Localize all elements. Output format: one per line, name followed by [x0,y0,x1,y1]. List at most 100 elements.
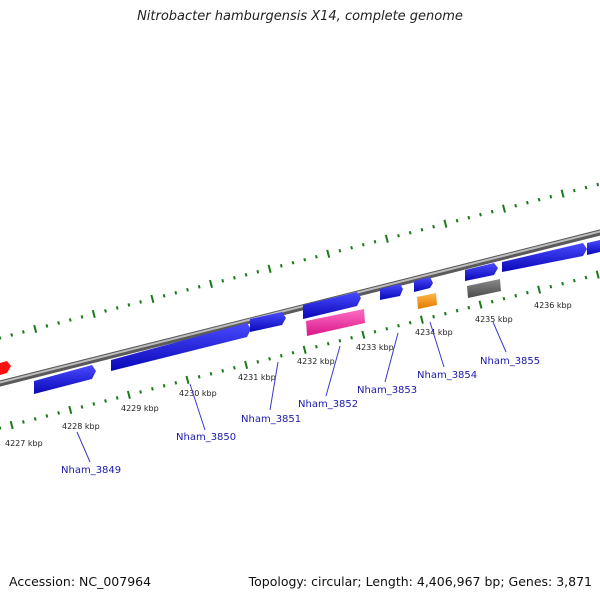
gene-next-1[interactable] [502,243,587,272]
minor-tick [10,333,14,337]
minor-tick [45,414,49,418]
gene-label[interactable]: Nham_3855 [480,356,540,367]
gene-nham-3852[interactable] [306,309,365,336]
gene-nham-3852-upper[interactable] [303,292,361,319]
major-tick [68,405,73,415]
kbp-label: 4233 kbp [356,343,394,352]
kbp-label: 4234 kbp [415,328,453,337]
minor-tick [22,420,25,424]
minor-tick [397,233,400,238]
minor-tick [256,360,260,364]
kbp-label: 4236 kbp [534,301,572,310]
scale-labels: 4227 kbp 4228 kbp 4229 kbp 4230 kbp 4231… [5,301,572,448]
minor-tick [596,182,600,187]
major-tick [267,264,272,273]
minor-tick [432,224,435,229]
minor-tick [561,281,564,286]
gene-nham-3855[interactable] [467,279,501,298]
minor-tick [361,242,365,247]
minor-tick [350,335,353,340]
major-tick [185,375,190,384]
minor-tick [221,279,225,283]
minor-tick [162,384,166,388]
minor-tick [338,338,342,343]
minor-tick [502,296,506,301]
minor-tick [572,278,576,283]
minor-tick [268,357,271,361]
minor-tick [279,354,283,358]
minor-tick [174,291,178,295]
gene-nham-3853[interactable] [380,284,403,300]
minor-tick [373,239,377,244]
kbp-label: 4227 kbp [5,439,43,448]
gene-label[interactable]: Nham_3849 [61,465,121,476]
minor-tick [514,203,518,208]
minor-tick [537,197,541,202]
gene-nham-3850[interactable] [111,323,251,371]
minor-tick [397,323,400,328]
minor-tick [373,329,377,334]
minor-tick [408,320,412,325]
major-tick [537,285,542,294]
minor-tick [350,245,353,250]
minor-tick [22,330,25,334]
gene-nham-3854[interactable] [417,293,437,309]
minor-tick [186,288,189,292]
gene-next-2[interactable] [587,240,600,255]
minor-tick [526,290,529,295]
minor-tick [174,381,178,385]
gene-nham-3854-upper[interactable] [414,277,433,292]
major-tick [478,300,483,309]
minor-tick [490,209,494,214]
minor-tick [467,215,471,220]
minor-tick [104,309,107,313]
minor-tick [432,314,435,319]
red-feature[interactable] [0,361,11,375]
minor-tick [549,284,553,289]
minor-tick [80,315,84,319]
gene-label[interactable]: Nham_3850 [176,432,236,443]
kbp-label: 4231 kbp [238,373,276,382]
gene-label[interactable]: Nham_3853 [357,385,417,396]
minor-tick [127,303,131,307]
minor-tick [338,248,342,253]
minor-tick [104,399,107,403]
minor-tick [57,411,60,415]
minor-tick [315,254,318,259]
gene-lane [34,240,600,394]
major-tick [326,249,331,258]
upper-tick-track [0,182,600,340]
major-tick [209,279,213,288]
major-tick [302,345,307,354]
major-tick [443,219,448,228]
kbp-label: 4229 kbp [121,404,159,413]
minor-tick [209,372,213,376]
minor-tick [326,341,330,346]
gene-nham-3849[interactable] [34,365,96,394]
major-tick [419,315,424,324]
minor-tick [444,311,447,316]
gene-label[interactable]: Nham_3851 [241,414,301,425]
minor-tick [197,375,201,379]
minor-tick [315,344,318,349]
minor-tick [526,200,529,205]
genome-backbone [0,229,600,387]
minor-tick [584,275,588,280]
minor-tick [479,212,482,217]
minor-tick [80,405,84,409]
minor-tick [455,308,459,313]
gene-nham-3855-upper[interactable] [465,263,498,281]
gene-label[interactable]: Nham_3854 [417,370,477,381]
minor-tick [256,270,260,274]
kbp-label: 4235 kbp [475,315,513,324]
major-tick [361,330,366,339]
minor-tick [279,264,283,268]
major-tick [595,270,600,279]
minor-tick [385,326,389,331]
gene-label[interactable]: Nham_3852 [298,399,358,410]
major-tick [9,420,14,430]
major-tick [244,360,249,369]
major-tick [560,189,565,198]
gene-nham-3851[interactable] [250,312,286,332]
